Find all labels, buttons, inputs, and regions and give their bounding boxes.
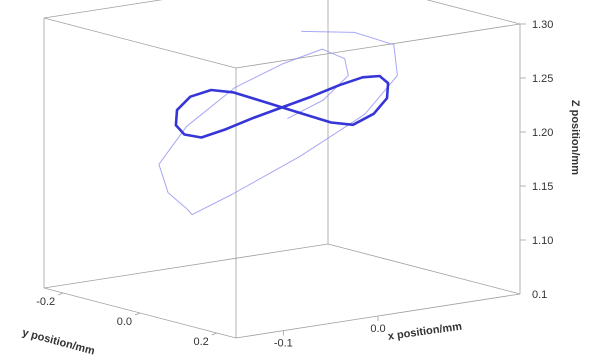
- z-tick-label: 1.15: [532, 181, 553, 193]
- box-edge-7: [43, 0, 163, 19]
- y-tick-2: [58, 292, 64, 296]
- z-bottom-label: 0.1: [532, 289, 547, 301]
- figure-eight-trajectory: [174, 74, 390, 139]
- y-tick-1: [134, 312, 141, 316]
- x-tick-label: 0.0: [370, 323, 385, 335]
- z-tick-label: 1.10: [532, 235, 553, 247]
- box-edge-3: [43, 243, 329, 289]
- box-edge-5: [43, 17, 237, 69]
- transient-path: [158, 30, 398, 216]
- box-edge-6: [426, 0, 521, 25]
- y-tick-label: 0.0: [117, 316, 132, 328]
- y-tick-0: [211, 332, 217, 336]
- x-tick-label: -0.1: [274, 338, 293, 350]
- box-edge-4: [235, 23, 521, 69]
- box-edge-2: [327, 243, 521, 295]
- y-axis-label: y position/mm: [21, 327, 96, 358]
- z-tick-label: 1.30: [532, 19, 553, 31]
- z-axis-label: Z position/mm: [569, 100, 581, 175]
- y-tick-label: -0.2: [36, 296, 55, 308]
- y-tick-label: 0.2: [194, 336, 209, 348]
- z-tick-label: 1.20: [532, 127, 553, 139]
- x-axis-label: x position/mm: [387, 321, 463, 343]
- z-tick-label: 1.25: [532, 73, 553, 85]
